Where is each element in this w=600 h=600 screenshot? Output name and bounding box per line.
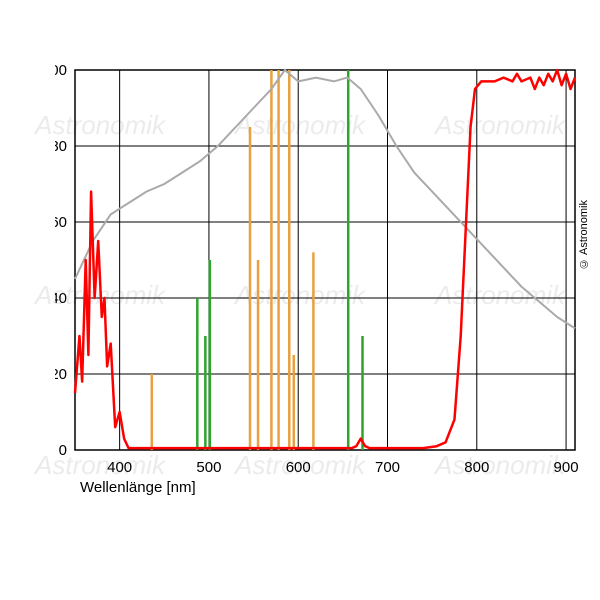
svg-text:80: 80: [55, 138, 67, 155]
svg-text:20: 20: [55, 366, 67, 383]
svg-text:40: 40: [55, 290, 67, 307]
svg-text:800: 800: [464, 459, 489, 476]
chart-svg: 400 500 600 700 800 900 0 20 40 60 80 100 Wellenläng…: [55, 60, 595, 530]
svg-text:700: 700: [375, 459, 400, 476]
svg-text:100: 100: [55, 62, 67, 79]
svg-text:0: 0: [59, 442, 67, 459]
transmission-chart: 400500600700800900020406080100Wellenläng…: [55, 60, 555, 490]
svg-text:500: 500: [196, 459, 221, 476]
svg-text:900: 900: [554, 459, 579, 476]
svg-text:400: 400: [107, 459, 132, 476]
svg-text:Wellenlänge [nm]: Wellenlänge [nm]: [80, 479, 196, 496]
chart-container: Astronomik Astronomik Astronomik Astrono…: [0, 0, 600, 600]
svg-text:600: 600: [286, 459, 311, 476]
svg-text:60: 60: [55, 214, 67, 231]
